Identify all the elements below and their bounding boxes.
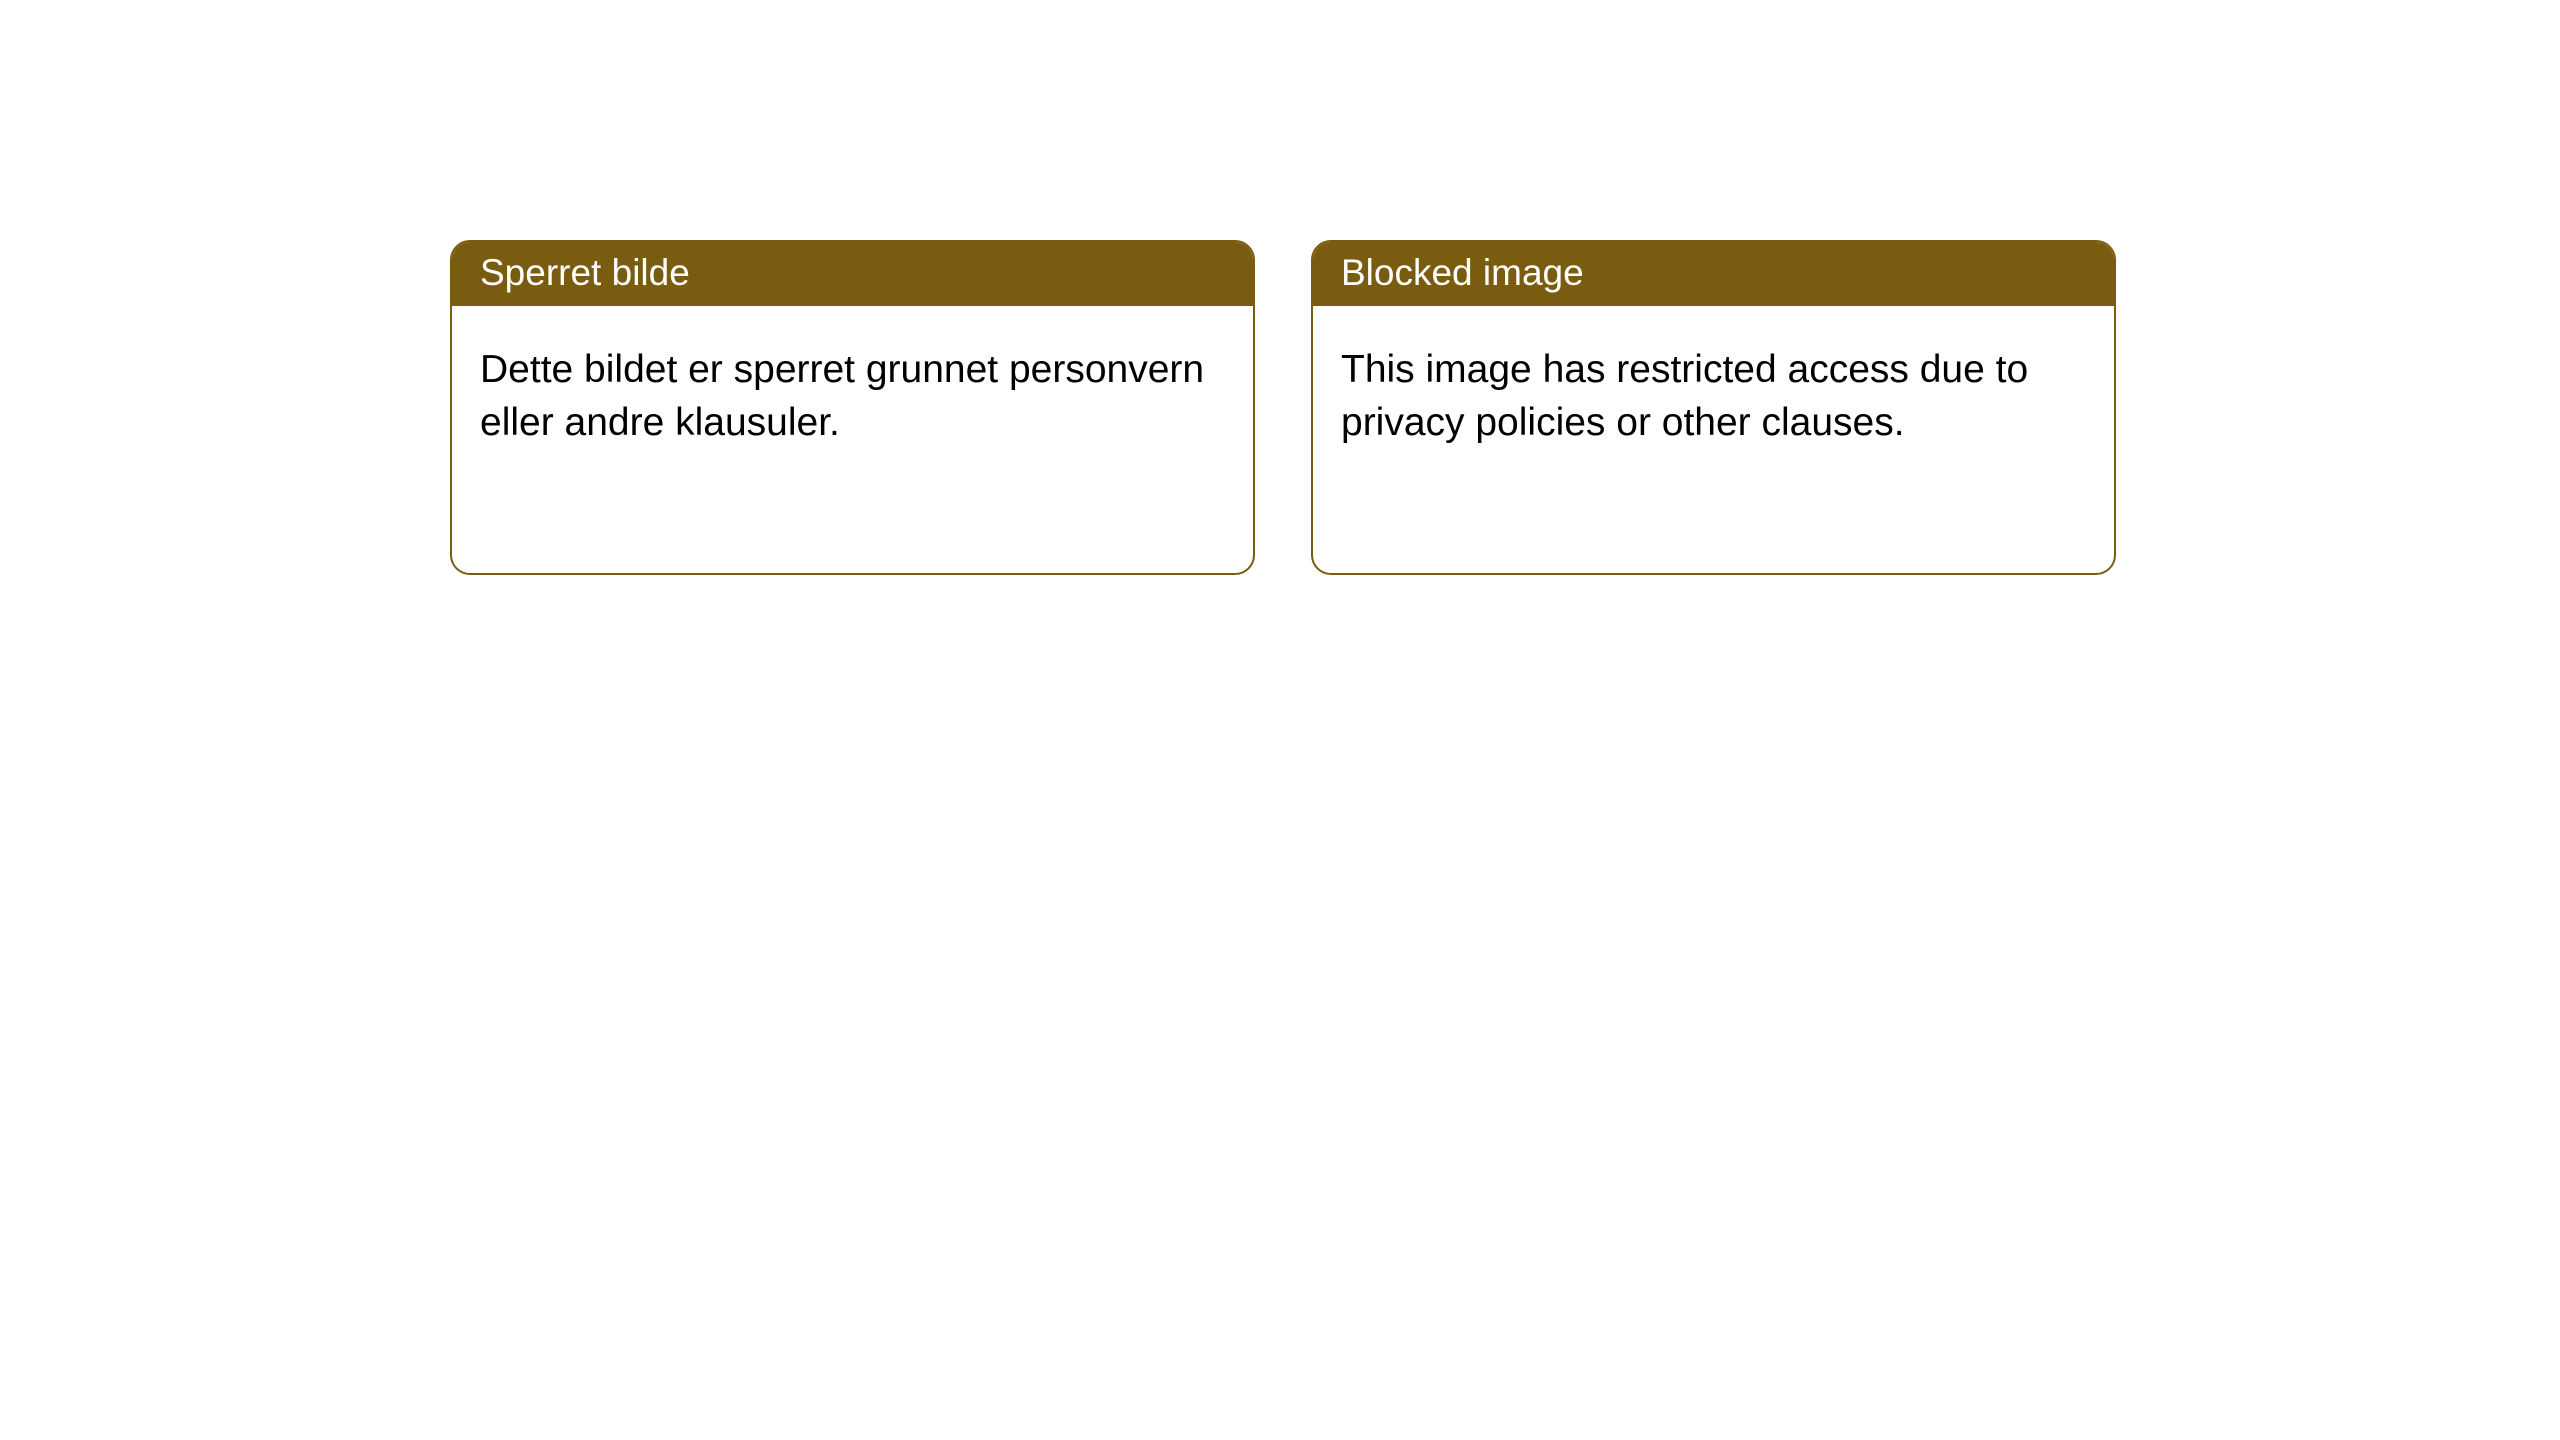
blocked-image-card-no: Sperret bilde Dette bildet er sperret gr… [450, 240, 1255, 575]
cards-container: Sperret bilde Dette bildet er sperret gr… [0, 0, 2560, 575]
card-header-no: Sperret bilde [452, 242, 1253, 306]
card-header-en: Blocked image [1313, 242, 2114, 306]
card-body-no: Dette bildet er sperret grunnet personve… [452, 306, 1253, 487]
blocked-image-card-en: Blocked image This image has restricted … [1311, 240, 2116, 575]
card-body-en: This image has restricted access due to … [1313, 306, 2114, 487]
